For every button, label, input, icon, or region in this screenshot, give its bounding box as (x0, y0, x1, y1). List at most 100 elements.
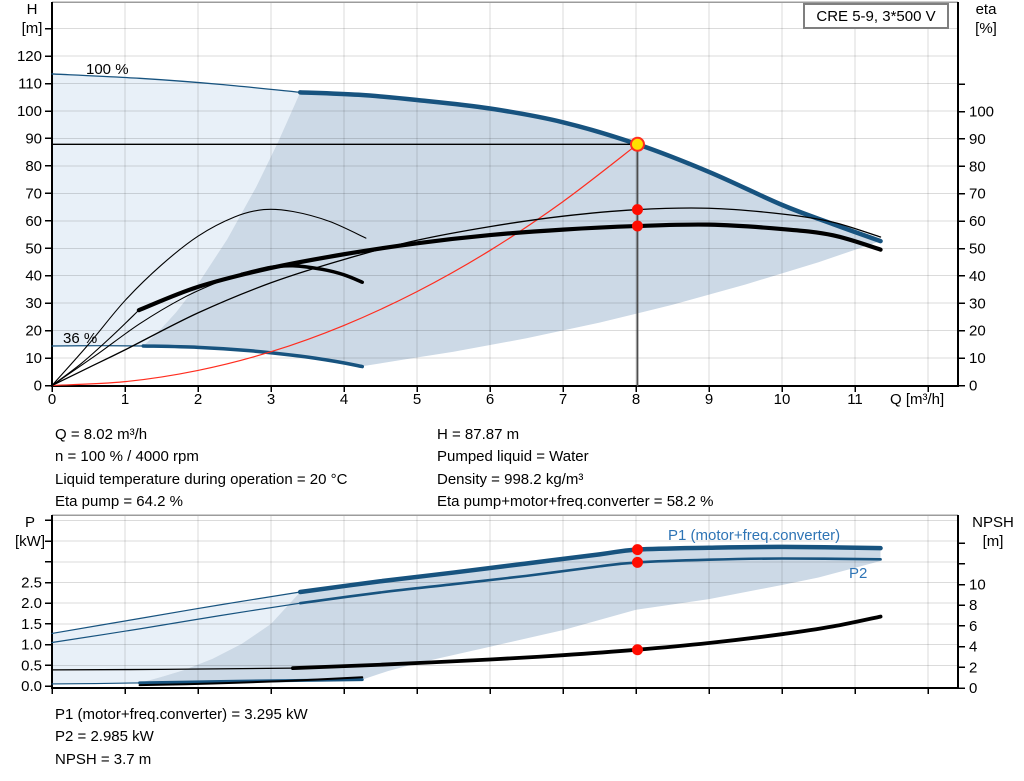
eta-pump-text: Eta pump = 64.2 % (55, 492, 183, 510)
x-tick-label: 4 (340, 391, 348, 408)
axis-unit-label: P (25, 514, 35, 531)
npsh-extension (51, 667, 294, 671)
hq-eta-chart: 0 1 2 3 4 5 6 7 8 9 10 11 Q [m³/h] 0 10 20 30 40 50 60 70 80 9… (17, 1, 997, 408)
y-tick-label: 100 (969, 104, 994, 121)
y-tick-label: 4 (969, 639, 977, 656)
y-tick-label: 120 (17, 48, 42, 65)
x-tick-label: 0 (48, 391, 56, 408)
axis-unit-label: [m] (983, 533, 1004, 550)
y-tick-label: 10 (25, 350, 42, 367)
axis-unit-label: [m] (22, 20, 43, 37)
duty-speed-text: n = 100 % / 4000 rpm (55, 448, 199, 466)
speed-100pct-label: 100 % (86, 61, 129, 78)
y-tick-label: 40 (969, 268, 986, 285)
power-npsh-chart-ticks: 0.0 0.5 1.0 1.5 2.0 2.5 0 2 4 6 8 10 (21, 519, 986, 697)
eta-pump-minspeed-arc (51, 208, 367, 387)
p1-curve-label: P1 (motor+freq.converter) (668, 527, 840, 544)
eta-total-minspeed-curve (240, 263, 364, 284)
y-tick-label: 110 (18, 76, 42, 93)
pumped-liquid-text: Pumped liquid = Water (437, 448, 589, 466)
x-tick-label: 3 (267, 391, 275, 408)
y-tick-label: 8 (969, 597, 977, 614)
y-tick-label: 20 (25, 323, 42, 340)
duty-point-marker[interactable] (629, 136, 645, 152)
y-tick-label: 70 (25, 185, 42, 202)
y-tick-label: 50 (969, 241, 986, 258)
p1-value-text: P1 (motor+freq.converter) = 3.295 kW (55, 706, 308, 723)
speed-36pct-label: 36 % (63, 330, 97, 347)
p2-duty-marker (631, 556, 643, 568)
y-tick-label: 1.0 (21, 637, 42, 654)
hq-eta-chart-grid (52, 2, 958, 386)
y-tick-label: 0 (969, 378, 977, 395)
eta-total-marker (631, 220, 643, 232)
axis-unit-label: [%] (975, 20, 997, 37)
x-tick-label: 11 (847, 391, 863, 408)
x-axis-label: Q [m³/h] (890, 391, 944, 408)
eta-total-minspeed-lead (51, 273, 243, 387)
system-curve (51, 143, 639, 387)
pump-type-badge: CRE 5-9, 3*500 V (803, 3, 949, 29)
x-tick-label: 5 (413, 391, 421, 408)
y-tick-label: 10 (969, 350, 986, 367)
y-tick-label: 100 (17, 103, 42, 120)
y-tick-label: 0.0 (21, 678, 42, 695)
power-range-light (52, 592, 301, 684)
y-tick-label: 6 (969, 618, 977, 635)
power-npsh-chart-axes (51, 515, 959, 689)
p2-extension (51, 602, 301, 644)
npsh-duty-marker (631, 644, 643, 656)
y-tick-label: 70 (969, 186, 986, 203)
qh-100pct-curve (297, 90, 883, 244)
power-npsh-chart-grid (52, 515, 958, 688)
y-tick-label: 30 (25, 295, 42, 312)
y-tick-label: 20 (969, 323, 986, 340)
power-npsh-chart: 0.0 0.5 1.0 1.5 2.0 2.5 0 2 4 6 8 10 P [kW] NPSH [m] P1 … (15, 514, 1014, 697)
y-tick-label: 2.0 (21, 595, 42, 612)
eta-pump-curve (51, 207, 882, 387)
axis-unit-label: H (27, 1, 38, 18)
x-tick-label: 6 (486, 391, 494, 408)
p2-value-text: P2 = 2.985 kW (55, 728, 154, 746)
qh-100pct-extension (51, 73, 301, 93)
axis-unit-label: eta (976, 1, 998, 18)
y-tick-label: 80 (25, 158, 42, 175)
y-tick-label: 50 (25, 240, 42, 257)
y-tick-label: 60 (969, 213, 986, 230)
operating-envelope-dark (143, 92, 881, 367)
p1-duty-marker (631, 544, 643, 556)
y-tick-label: 10 (969, 577, 986, 594)
hq-eta-chart-axes (51, 2, 959, 387)
eta-total-text: Eta pump+motor+freq.converter = 58.2 % (437, 492, 714, 510)
y-tick-label: 60 (25, 213, 42, 230)
p1-36pct-extension (51, 682, 141, 685)
y-tick-label: 30 (969, 295, 986, 312)
duty-info-left: Q = 8.02 m³/h n = 100 % / 4000 rpm Liqui… (55, 424, 347, 513)
y-tick-label: 40 (25, 268, 42, 285)
power-envelope-dark (139, 546, 881, 683)
p2-36pct-curve (138, 676, 364, 687)
y-tick-label: 90 (25, 130, 42, 147)
p1-curve (297, 544, 883, 595)
density-text: Density = 998.2 kg/m³ (437, 470, 584, 488)
y-tick-label: 0 (34, 378, 42, 395)
y-tick-label: 90 (969, 131, 986, 148)
speed-range-light (52, 73, 301, 347)
y-tick-label: 1.5 (21, 616, 42, 633)
axis-unit-label: NPSH (972, 514, 1014, 531)
y-tick-label: 2.5 (21, 575, 42, 592)
y-tick-label: 0 (969, 680, 977, 697)
duty-flow-text: Q = 8.02 m³/h (55, 426, 148, 443)
p1-extension (51, 591, 301, 635)
x-tick-label: 8 (632, 391, 640, 408)
hq-eta-chart-ticks: 0 1 2 3 4 5 6 7 8 9 10 11 Q [m³/h] 0 10 20 30 40 50 60 70 80 9… (17, 27, 994, 408)
x-tick-label: 7 (559, 391, 567, 408)
x-tick-label: 1 (121, 391, 129, 408)
y-tick-label: 2 (969, 659, 977, 676)
x-tick-label: 2 (194, 391, 202, 408)
npsh-curve (291, 614, 883, 671)
npsh-value-text: NPSH = 3.7 m (55, 750, 152, 768)
qh-36pct-curve (141, 344, 364, 369)
